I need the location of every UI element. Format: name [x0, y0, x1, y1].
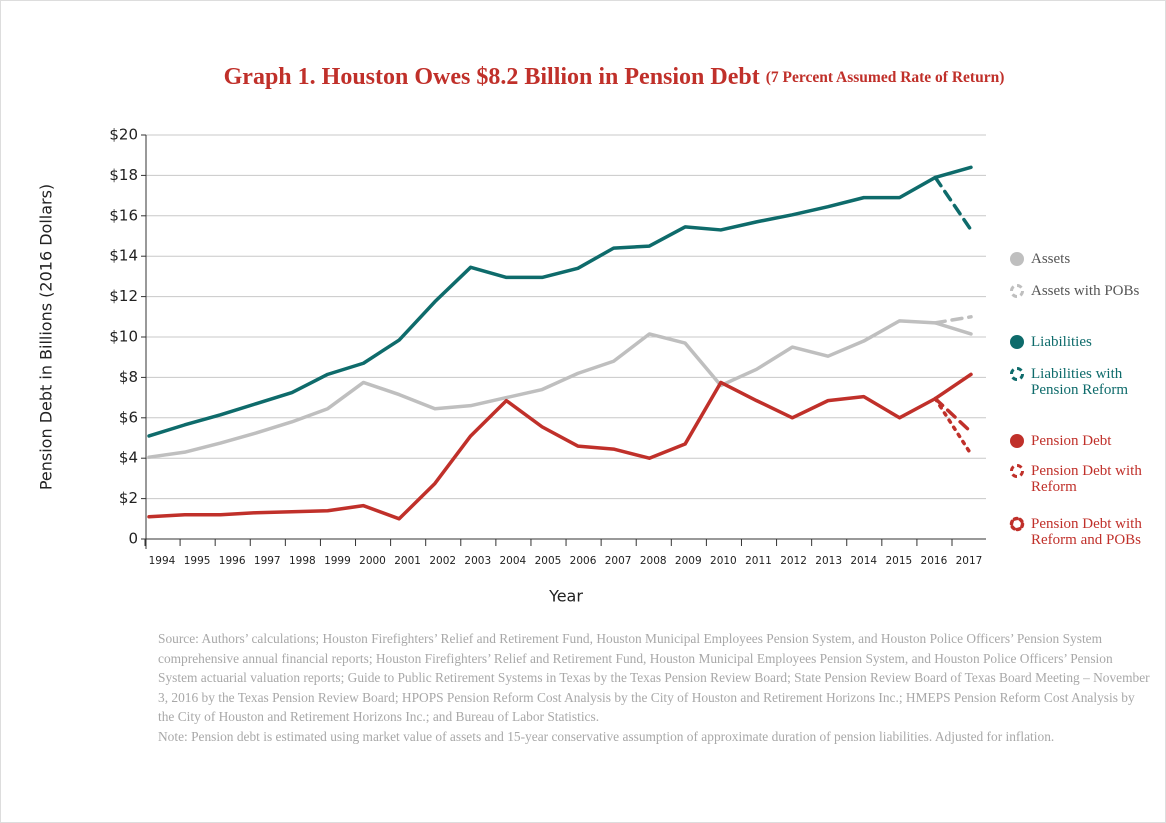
- series-line: [933, 396, 973, 456]
- x-tick-label: 1999: [324, 555, 351, 567]
- legend-label: Liabilities with Pension Reform: [1031, 366, 1129, 398]
- x-tick-label: 2017: [956, 555, 983, 567]
- x-tick-label: 2016: [921, 555, 948, 567]
- x-tick-label: 2014: [850, 555, 877, 567]
- series-line: [147, 319, 973, 459]
- legend-item: Pension Debt with Reform and POBs: [1009, 516, 1153, 548]
- series-line: [933, 396, 973, 434]
- y-tick-label: $16: [109, 206, 138, 224]
- x-tick-label: 2010: [710, 555, 737, 567]
- y-tick-label: $10: [109, 328, 138, 346]
- legend-icon: [1010, 434, 1024, 448]
- legend-label: Pension Debt: [1031, 433, 1112, 449]
- x-tick-label: 2000: [359, 555, 386, 567]
- y-axis-label: Pension Debt in Billions (2016 Dollars): [37, 184, 56, 490]
- x-tick-label: 2011: [745, 555, 772, 567]
- legend-icon: [1010, 284, 1024, 298]
- legend-label: Assets with POBs: [1031, 283, 1140, 299]
- subtitle: (7 Percent Assumed Rate of Return): [766, 69, 1005, 86]
- x-tick-label: 2007: [605, 555, 632, 567]
- y-tick-label: $4: [119, 449, 138, 467]
- y-tick-label: $8: [119, 368, 138, 386]
- legend-swatch: [1010, 284, 1024, 298]
- legend-label: Pension Debt with Reform and POBs: [1031, 516, 1142, 548]
- x-tick-label: 1998: [289, 555, 316, 567]
- legend-label: Pension Debt with Reform: [1031, 463, 1142, 495]
- legend-item: Liabilities: [1010, 334, 1153, 350]
- y-tick-label: $20: [109, 126, 138, 144]
- series-line: [933, 315, 973, 325]
- x-tick-label: 2008: [640, 555, 667, 567]
- x-tick-label: 1996: [219, 555, 246, 567]
- y-tick-label: $18: [109, 166, 138, 184]
- x-axis-label: Year: [548, 587, 583, 606]
- legend-swatch: [1010, 434, 1024, 448]
- x-tick-label: 2012: [780, 555, 807, 567]
- note: Note: Pension debt is estimated using ma…: [158, 728, 1055, 744]
- x-tick-label: 2009: [675, 555, 702, 567]
- legend-item: Assets: [1010, 251, 1153, 267]
- chart-title: Graph 1. Houston Owes $8.2 Billion in Pe…: [224, 64, 1005, 90]
- x-tick-label: 2006: [570, 555, 597, 567]
- legend-icon: [1010, 464, 1024, 478]
- title: Graph 1. Houston Owes $8.2 Billion in Pe…: [224, 64, 760, 90]
- x-tick-label: 2001: [394, 555, 421, 567]
- source-note: Source: Authors’ calculations; Houston F…: [158, 631, 1150, 725]
- legend-item: Liabilities with Pension Reform: [1010, 366, 1153, 398]
- series-line: [147, 165, 973, 438]
- x-tick-label: 2005: [535, 555, 562, 567]
- series-line: [147, 372, 973, 521]
- notes: Source: Authors’ calculations; Houston F…: [158, 629, 1153, 747]
- legend-swatch: [1010, 252, 1024, 266]
- legend-swatch: [1010, 335, 1024, 349]
- x-tick-label: 2002: [429, 555, 456, 567]
- x-tick-label: 2013: [815, 555, 842, 567]
- y-tick-label: $2: [119, 489, 138, 507]
- legend-icon: [1010, 252, 1024, 266]
- x-tick-label: 1994: [149, 555, 176, 567]
- legend-swatch: [1010, 367, 1024, 381]
- legend-label: Assets: [1031, 251, 1071, 267]
- legend-icon: [1010, 367, 1024, 381]
- y-tick-label: $12: [109, 287, 138, 305]
- y-tick-label: $6: [119, 408, 138, 426]
- legend-icon: [1010, 335, 1024, 349]
- x-tick-label: 1995: [184, 555, 211, 567]
- legend-swatch: [1010, 464, 1024, 478]
- legend-swatch: [1009, 516, 1025, 532]
- x-tick-label: 2015: [885, 555, 912, 567]
- legend-item: Pension Debt with Reform: [1010, 463, 1153, 495]
- legend-item: Pension Debt: [1010, 433, 1153, 449]
- series-line: [933, 175, 973, 232]
- x-tick-label: 1997: [254, 555, 281, 567]
- legend-icon: [1009, 516, 1025, 532]
- y-tick-label: $14: [109, 247, 138, 265]
- y-tick-label: 0: [128, 530, 138, 548]
- x-tick-label: 2003: [464, 555, 491, 567]
- x-tick-label: 2004: [500, 555, 527, 567]
- legend-item: Assets with POBs: [1010, 283, 1153, 299]
- legend-label: Liabilities: [1031, 334, 1092, 350]
